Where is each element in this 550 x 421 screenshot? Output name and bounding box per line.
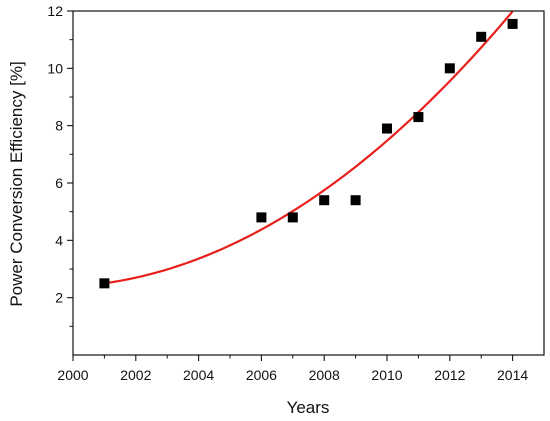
data-point-2009 <box>350 195 361 206</box>
x-tick-label-2010: 2010 <box>371 367 402 383</box>
x-tick-label-2012: 2012 <box>434 367 465 383</box>
ticks-layer: 2000 2002 2004 2006 2008 2010 2012 2014 2 4 6 8 10 12 <box>47 3 528 383</box>
fit-curve <box>104 10 514 285</box>
plot-frame <box>72 10 545 356</box>
y-tick-label-8: 8 <box>55 118 63 134</box>
data-point-2001 <box>99 278 110 289</box>
data-point-2007 <box>287 212 298 223</box>
x-tick-label-2006: 2006 <box>246 367 277 383</box>
data-point-2008 <box>319 195 330 206</box>
x-axis-label: Years <box>287 398 330 417</box>
y-tick-label-10: 10 <box>47 60 63 76</box>
data-point-2011 <box>413 112 424 123</box>
data-point-2010 <box>382 123 392 134</box>
y-tick-label-2: 2 <box>55 290 63 306</box>
x-tick-label-2000: 2000 <box>57 367 88 383</box>
data-point-2014 <box>507 18 518 29</box>
points-layer <box>99 18 518 289</box>
y-axis-label: Power Conversion Efficiency [%] <box>7 61 26 306</box>
x-tick-label-2002: 2002 <box>120 367 151 383</box>
y-tick-label-4: 4 <box>55 232 63 248</box>
x-tick-label-2004: 2004 <box>183 367 214 383</box>
y-tick-label-12: 12 <box>47 3 63 19</box>
data-point-2006 <box>256 212 267 223</box>
y-tick-label-6: 6 <box>55 175 63 191</box>
data-point-2012 <box>444 63 455 74</box>
data-point-2013 <box>476 31 487 42</box>
x-tick-label-2008: 2008 <box>309 367 340 383</box>
x-tick-label-2014: 2014 <box>497 367 528 383</box>
